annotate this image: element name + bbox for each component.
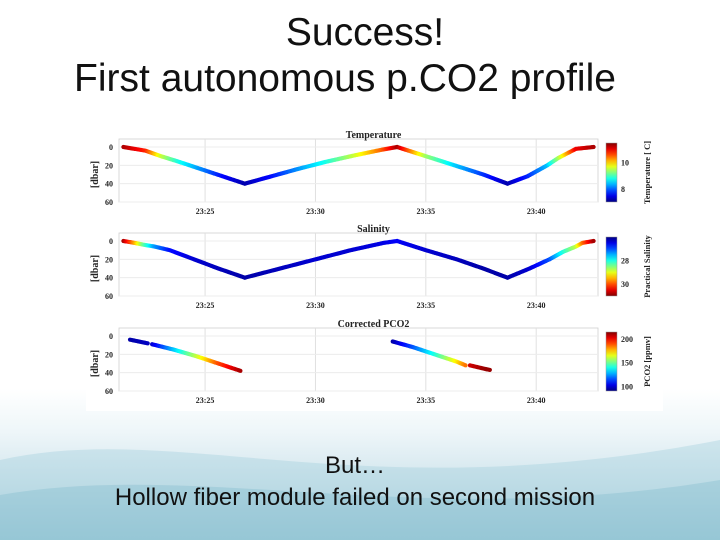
- data-point: [591, 144, 596, 150]
- colorbar: [605, 236, 618, 297]
- colorbar-tick-label: 28: [621, 257, 629, 266]
- slide-title-line1: Success!: [285, 11, 445, 54]
- colorbar-tick-label: 150: [621, 359, 633, 368]
- y-tick-label: 20: [105, 255, 113, 264]
- colorbar-label: PCO2 [ppmv]: [642, 336, 652, 387]
- caption-line2: Hollow fiber module failed on second mis…: [114, 484, 596, 511]
- data-series: [121, 144, 247, 186]
- y-tick-label: 60: [105, 198, 113, 207]
- data-series: [150, 342, 243, 373]
- x-tick-label: 23:25: [196, 301, 215, 310]
- panel-3: Corrected PCO2 [dbar] 0 20 40 60 23:25 23:30 23:…: [90, 319, 652, 405]
- y-tick-label: 0: [109, 143, 113, 152]
- colorbar-label: Practical Salinity: [642, 234, 652, 297]
- colorbar-tick-label: 8: [621, 185, 625, 194]
- profile-figure-svg: Temperature [dbar] 0 20 40 60 23:25 23:30 23:35 2…: [90, 130, 652, 405]
- y-axis-label: [dbar]: [90, 161, 101, 188]
- x-tick-label: 23:35: [416, 396, 435, 405]
- data-series: [505, 238, 596, 280]
- data-series: [395, 144, 510, 186]
- x-tick-label: 23:25: [196, 396, 215, 405]
- data-series: [127, 337, 150, 346]
- y-axis-label: [dbar]: [90, 255, 101, 282]
- colorbar-label: Temperature [ C]: [642, 141, 652, 204]
- data-series: [242, 144, 400, 186]
- slide-title-line2: First autonomous p.CO2 profile: [74, 57, 616, 100]
- plot-area: [118, 327, 599, 392]
- y-tick-label: 60: [105, 292, 113, 301]
- slide-caption: But… Hollow fiber module failed on secon…: [0, 450, 720, 514]
- colorbar-tick-label: 30: [621, 280, 629, 289]
- caption-line1: But…: [324, 452, 386, 479]
- chart-title: Corrected PCO2: [338, 319, 410, 330]
- x-tick-label: 23:30: [306, 301, 325, 310]
- chart-title: Salinity: [357, 224, 390, 235]
- x-tick-label: 23:35: [416, 301, 435, 310]
- colorbar-tick-label: 200: [621, 335, 633, 344]
- data-series: [467, 363, 492, 373]
- y-tick-label: 40: [105, 369, 113, 378]
- plot-area: [118, 232, 599, 297]
- colorbar-tick-label: 100: [621, 382, 633, 391]
- y-tick-label: 40: [105, 274, 113, 283]
- x-tick-label: 23:25: [196, 207, 215, 216]
- x-tick-label: 23:40: [527, 301, 546, 310]
- x-tick-label: 23:40: [527, 207, 546, 216]
- data-series: [390, 339, 468, 368]
- data-point: [487, 367, 492, 373]
- chart-title: Temperature: [346, 130, 402, 141]
- slide-title: Success! First autonomous p.CO2 profile: [0, 10, 720, 102]
- y-tick-label: 0: [109, 332, 113, 341]
- x-tick-label: 23:30: [306, 207, 325, 216]
- data-series: [505, 144, 596, 186]
- data-series: [121, 238, 247, 280]
- data-point: [238, 368, 243, 373]
- y-tick-label: 0: [109, 237, 113, 246]
- data-point: [591, 238, 596, 244]
- panel-2: Salinity [dbar] 0 20 40 60 23:25 23:30 23:35 23:4…: [90, 224, 652, 310]
- x-tick-label: 23:30: [306, 396, 325, 405]
- y-tick-label: 20: [105, 350, 113, 359]
- data-point: [463, 363, 468, 368]
- y-tick-label: 60: [105, 387, 113, 396]
- data-point: [145, 341, 150, 346]
- colorbar: [605, 142, 618, 203]
- panel-1: Temperature [dbar] 0 20 40 60 23:25 23:30 23:35 2…: [90, 130, 652, 216]
- y-tick-label: 20: [105, 161, 113, 170]
- data-series: [395, 238, 510, 280]
- plot-area: [118, 138, 599, 203]
- y-tick-label: 40: [105, 180, 113, 189]
- colorbar: [605, 331, 618, 392]
- data-series: [242, 238, 400, 280]
- x-tick-label: 23:35: [416, 207, 435, 216]
- colorbar-tick-label: 10: [621, 159, 629, 168]
- profile-figure: Temperature [dbar] 0 20 40 60 23:25 23:30 23:35 2…: [86, 128, 663, 411]
- y-axis-label: [dbar]: [90, 350, 101, 377]
- x-tick-label: 23:40: [527, 396, 546, 405]
